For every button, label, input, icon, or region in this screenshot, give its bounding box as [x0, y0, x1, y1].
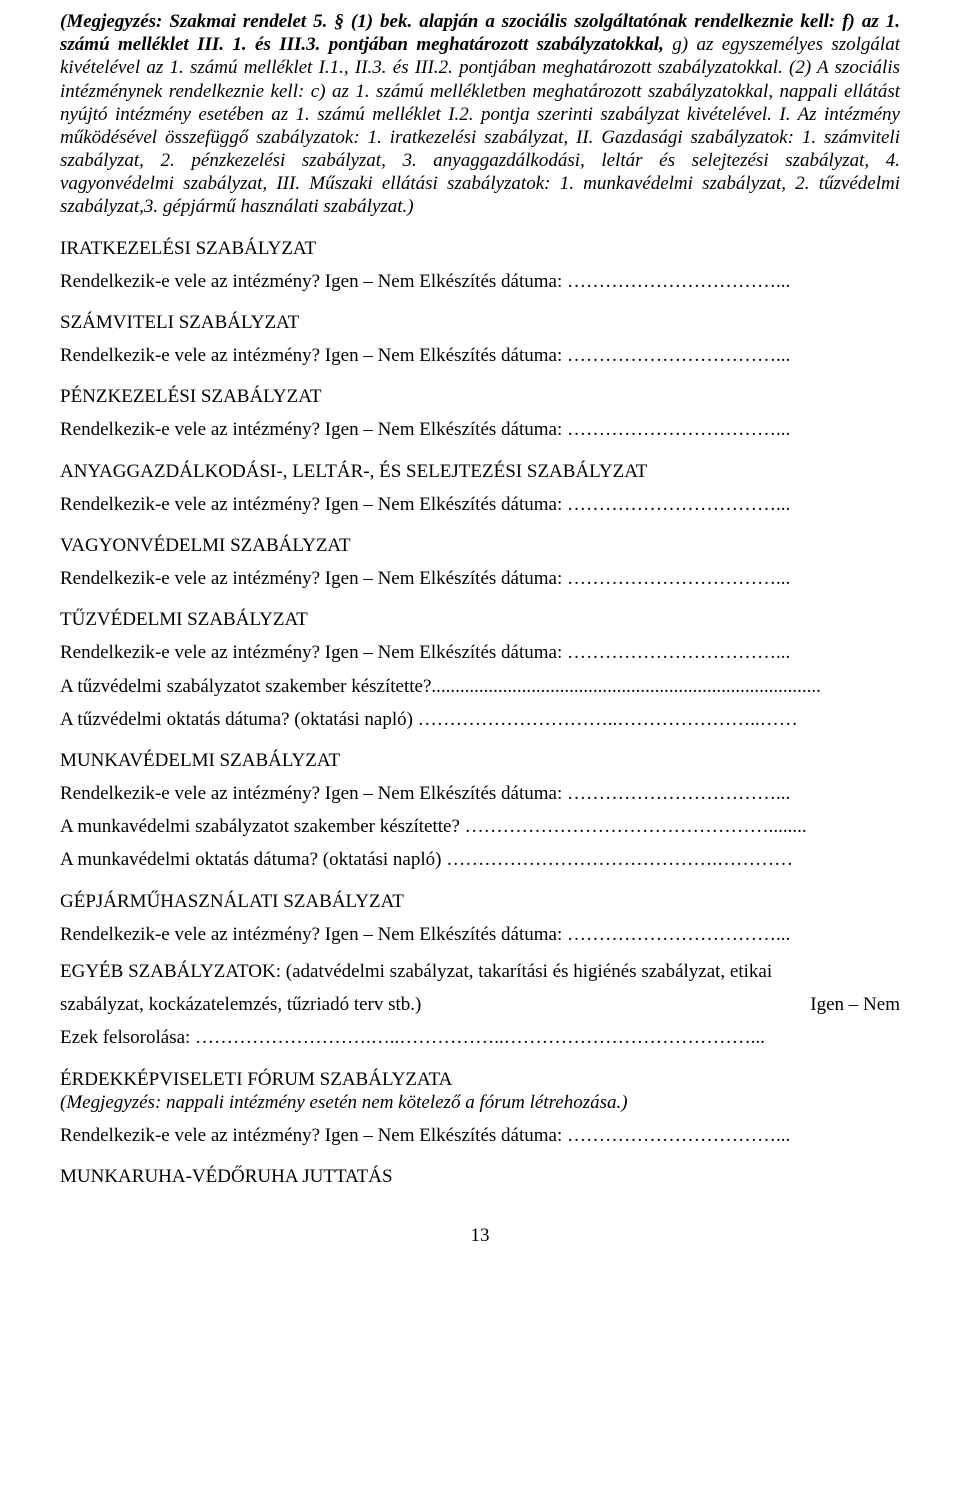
q-tuz-szakember: A tűzvédelmi szabályzatot szakember kész… — [60, 675, 900, 698]
page-number: 13 — [60, 1224, 900, 1247]
title-gepjarmu: GÉPJÁRMŰHASZNÁLATI SZABÁLYZAT — [60, 890, 900, 913]
title-tuzvedelmi: TŰZVÉDELMI SZABÁLYZAT — [60, 608, 900, 631]
title-anyaggazd: ANYAGGAZDÁLKODÁSI-, LELTÁR-, ÉS SELEJTEZ… — [60, 460, 900, 483]
q-tuz-oktatas: A tűzvédelmi oktatás dátuma? (oktatási n… — [60, 708, 900, 731]
q-rendelkezik-tuz: Rendelkezik-e vele az intézmény? Igen – … — [60, 641, 900, 664]
title-vagyon: VAGYONVÉDELMI SZABÁLYZAT — [60, 534, 900, 557]
erdek-note: (Megjegyzés: nappali intézmény esetén ne… — [60, 1091, 900, 1114]
q-munka-szakember: A munkavédelmi szabályzatot szakember ké… — [60, 815, 900, 838]
egyeb-line2-row: szabályzat, kockázatelemzés, tűzriadó te… — [60, 993, 900, 1016]
q-rendelkezik-anyag: Rendelkezik-e vele az intézmény? Igen – … — [60, 493, 900, 516]
q-rendelkezik-vagyon: Rendelkezik-e vele az intézmény? Igen – … — [60, 567, 900, 590]
title-erdekkepviseleti: ÉRDEKKÉPVISELETI FÓRUM SZABÁLYZATA — [60, 1068, 900, 1091]
q-munka-oktatas: A munkavédelmi oktatás dátuma? (oktatási… — [60, 848, 900, 871]
egyeb-line2-left: szabályzat, kockázatelemzés, tűzriadó te… — [60, 993, 421, 1016]
q-rendelkezik-szamv: Rendelkezik-e vele az intézmény? Igen – … — [60, 344, 900, 367]
ezek-felsorolasa: Ezek felsorolása: ……………………….…..……………..……… — [60, 1026, 900, 1049]
egyeb-line2-right: Igen – Nem — [810, 993, 900, 1016]
q-rendelkezik-gepj: Rendelkezik-e vele az intézmény? Igen – … — [60, 923, 900, 946]
q-rendelkezik-munka: Rendelkezik-e vele az intézmény? Igen – … — [60, 782, 900, 805]
egyeb-line1: EGYÉB SZABÁLYZATOK: (adatvédelmi szabály… — [60, 960, 900, 983]
q-rendelkezik-erdek: Rendelkezik-e vele az intézmény? Igen – … — [60, 1124, 900, 1147]
title-munkavedelmi: MUNKAVÉDELMI SZABÁLYZAT — [60, 749, 900, 772]
title-munkaruha: MUNKARUHA-VÉDŐRUHA JUTTATÁS — [60, 1165, 900, 1188]
q-rendelkezik-penz: Rendelkezik-e vele az intézmény? Igen – … — [60, 418, 900, 441]
title-szamviteli: SZÁMVITELI SZABÁLYZAT — [60, 311, 900, 334]
title-iratkezelesi: IRATKEZELÉSI SZABÁLYZAT — [60, 237, 900, 260]
note-paragraph: (Megjegyzés: Szakmai rendelet 5. § (1) b… — [60, 10, 900, 219]
q-rendelkezik-irat: Rendelkezik-e vele az intézmény? Igen – … — [60, 270, 900, 293]
title-penzkezelesi: PÉNZKEZELÉSI SZABÁLYZAT — [60, 385, 900, 408]
